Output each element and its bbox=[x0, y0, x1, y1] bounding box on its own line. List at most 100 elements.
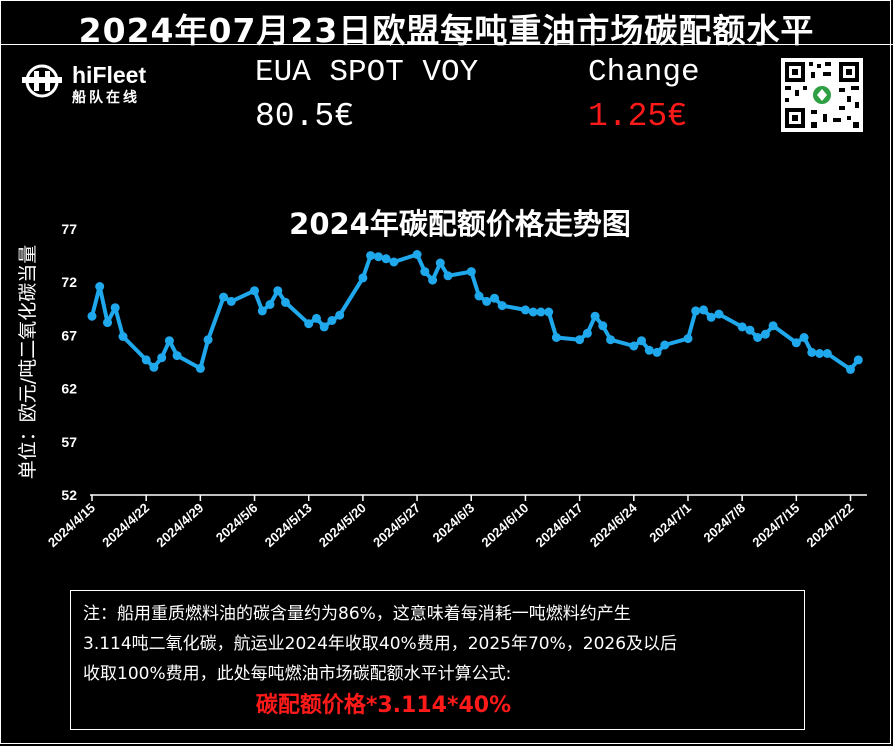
x-tick-label: 2024/6/3 bbox=[430, 500, 478, 545]
data-point bbox=[582, 328, 592, 338]
data-point bbox=[250, 286, 259, 296]
data-point bbox=[149, 362, 159, 372]
data-point bbox=[226, 296, 236, 306]
x-tick-label: 2024/5/13 bbox=[262, 500, 315, 550]
data-point bbox=[281, 297, 290, 307]
data-point bbox=[172, 351, 182, 361]
data-point bbox=[853, 355, 863, 365]
data-point bbox=[319, 322, 329, 332]
data-point bbox=[273, 286, 283, 296]
data-point bbox=[544, 307, 554, 317]
data-point bbox=[760, 329, 770, 339]
data-point bbox=[443, 271, 453, 281]
data-point bbox=[203, 335, 213, 345]
data-point bbox=[103, 318, 112, 328]
data-point bbox=[714, 309, 724, 319]
data-point bbox=[164, 336, 174, 346]
data-point bbox=[219, 292, 229, 302]
data-point bbox=[335, 310, 345, 320]
data-point bbox=[381, 254, 391, 264]
x-tick-label: 2024/5/20 bbox=[316, 500, 369, 550]
data-point bbox=[389, 257, 399, 267]
data-point bbox=[412, 250, 422, 259]
logo-name: hiFleet bbox=[72, 62, 147, 88]
x-tick-label: 2024/4/22 bbox=[99, 500, 152, 550]
note-line-1: 注：船用重质燃料油的碳含量约为86%，这意味着每消耗一吨燃料约产生 bbox=[83, 604, 631, 624]
data-point bbox=[846, 364, 855, 374]
x-tick-label: 2024/7/1 bbox=[646, 500, 694, 545]
data-point bbox=[737, 322, 747, 332]
data-point bbox=[807, 347, 817, 357]
data-point bbox=[768, 321, 778, 331]
data-point bbox=[606, 335, 616, 345]
data-point bbox=[683, 334, 693, 344]
data-point bbox=[660, 340, 670, 350]
data-point bbox=[195, 363, 205, 373]
data-point bbox=[110, 303, 120, 313]
y-tick-label: 67 bbox=[61, 327, 77, 343]
x-tick-label: 2024/7/22 bbox=[804, 500, 857, 550]
x-tick-label: 2024/6/10 bbox=[478, 500, 531, 550]
data-point bbox=[637, 336, 646, 346]
data-point bbox=[520, 305, 530, 315]
data-point bbox=[791, 338, 801, 348]
ship-wheel-icon bbox=[22, 64, 62, 98]
x-tick-label: 2024/7/8 bbox=[701, 500, 749, 545]
data-point bbox=[95, 282, 105, 291]
y-tick-label: 72 bbox=[61, 274, 77, 290]
data-point bbox=[366, 251, 376, 261]
x-tick-label: 2024/6/17 bbox=[533, 500, 586, 550]
y-axis-label: 单位：欧元/吨二氧化碳当量 bbox=[17, 245, 39, 479]
chart-title: 2024年碳配额价格走势图 bbox=[289, 207, 631, 241]
data-point bbox=[373, 252, 383, 262]
y-tick-label: 62 bbox=[61, 381, 77, 397]
x-tick-label: 2024/4/29 bbox=[153, 500, 206, 550]
x-tick-label: 2024/7/15 bbox=[749, 500, 802, 550]
header-divider bbox=[0, 44, 893, 45]
data-point bbox=[536, 307, 546, 317]
data-point bbox=[575, 335, 585, 345]
y-tick-label: 77 bbox=[61, 221, 77, 237]
data-point bbox=[497, 301, 507, 311]
note-line-2: 3.114吨二氧化碳，航运业2024年收取40%费用，2025年70%，2026… bbox=[83, 634, 678, 654]
data-point bbox=[652, 347, 662, 357]
data-point bbox=[304, 319, 314, 329]
data-point bbox=[745, 325, 755, 335]
data-point bbox=[598, 321, 608, 331]
data-point bbox=[141, 355, 151, 365]
data-point bbox=[706, 312, 716, 322]
page-title: 2024年07月23日欧盟每吨重油市场碳配额水平 bbox=[78, 11, 815, 50]
data-point bbox=[157, 353, 167, 363]
data-point bbox=[815, 349, 825, 358]
data-point bbox=[644, 345, 654, 355]
data-point bbox=[590, 311, 600, 321]
data-point bbox=[265, 300, 275, 309]
data-point bbox=[466, 267, 476, 277]
logo-subtitle: 船队在线 bbox=[72, 90, 140, 106]
data-point bbox=[629, 341, 639, 351]
data-point bbox=[358, 273, 368, 283]
data-point bbox=[420, 267, 430, 277]
y-tick-label: 57 bbox=[61, 434, 77, 450]
change-value: 1.25€ bbox=[588, 98, 688, 135]
eua-value: 80.5€ bbox=[255, 98, 355, 135]
data-point bbox=[799, 333, 809, 342]
data-point bbox=[257, 306, 267, 316]
note-line-3: 收取100%费用，此处每吨燃油市场碳配额水平计算公式: bbox=[83, 664, 512, 684]
price-chart: 2024年碳配额价格走势图 单位：欧元/吨二氧化碳当量 52 57 62 67 72 77… bbox=[17, 207, 867, 550]
data-point bbox=[428, 275, 438, 285]
data-point bbox=[312, 313, 321, 323]
x-tick-label: 2024/5/6 bbox=[213, 500, 261, 545]
data-point bbox=[435, 258, 445, 268]
hifleet-logo bbox=[22, 64, 62, 98]
eua-label: EUA SPOT VOY bbox=[255, 55, 479, 90]
data-point bbox=[528, 307, 538, 317]
data-point bbox=[753, 333, 763, 342]
note-formula: 碳配额价格*3.114*40% bbox=[255, 693, 512, 718]
data-point bbox=[327, 316, 337, 325]
note-box: 注：船用重质燃料油的碳含量约为86%，这意味着每消耗一吨燃料约产生 3.114吨… bbox=[70, 590, 805, 730]
y-tick-label: 52 bbox=[61, 487, 77, 503]
data-point bbox=[551, 333, 561, 342]
x-tick-label: 2024/5/27 bbox=[370, 500, 423, 550]
